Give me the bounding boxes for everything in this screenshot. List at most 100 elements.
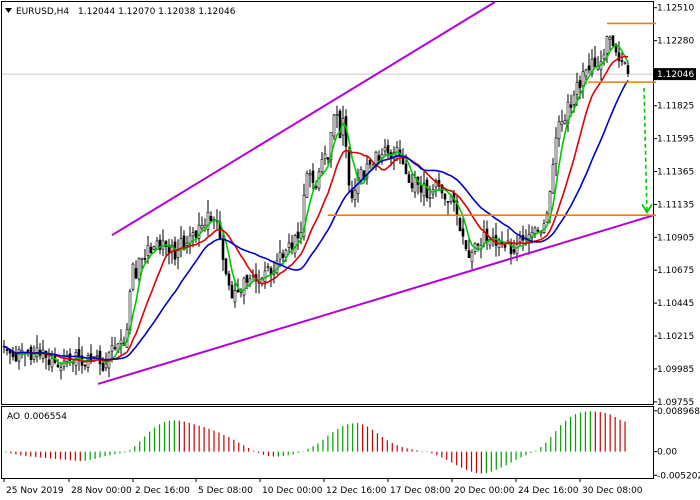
candle-body bbox=[311, 170, 315, 183]
candle-body bbox=[143, 258, 147, 260]
candle-body bbox=[293, 235, 297, 254]
price-tick-label: 1.11365 bbox=[657, 168, 694, 178]
candle-body bbox=[233, 290, 237, 303]
channel-lower-line bbox=[97, 214, 655, 385]
candle-body bbox=[410, 182, 414, 189]
candle-body bbox=[533, 227, 537, 234]
candle-body bbox=[446, 201, 450, 203]
time-tick-label: 12 Dec 16:00 bbox=[326, 486, 387, 496]
candle-body bbox=[383, 147, 387, 152]
candle-body bbox=[386, 145, 390, 156]
price-tick-label: 1.09985 bbox=[657, 365, 694, 375]
candle-body bbox=[392, 151, 396, 160]
candle-body bbox=[287, 242, 291, 248]
candle-body bbox=[197, 224, 201, 239]
candle-body bbox=[236, 289, 240, 292]
price-tick-label: 1.10445 bbox=[657, 299, 694, 309]
current-price-label: 1.12046 bbox=[657, 70, 694, 80]
candle-body bbox=[512, 249, 516, 253]
candle-body bbox=[134, 268, 138, 279]
candle-body bbox=[59, 367, 63, 371]
ohlc-label: 1.12044 1.12070 1.12038 1.12046 bbox=[78, 7, 236, 17]
candle-body bbox=[308, 173, 312, 176]
candle-body bbox=[332, 114, 336, 137]
ao-tick-label: -0.005202 bbox=[657, 471, 700, 481]
candle-body bbox=[380, 154, 384, 159]
candle-body bbox=[578, 80, 582, 89]
drawing-objects-layer bbox=[97, 1, 656, 385]
candle-body bbox=[323, 153, 327, 159]
candle-body bbox=[584, 69, 588, 77]
candle-body bbox=[611, 35, 615, 46]
candle-body bbox=[263, 270, 267, 282]
price-tick-label: 1.11595 bbox=[657, 135, 694, 145]
triangle-down-icon[interactable] bbox=[5, 8, 12, 13]
candle-body bbox=[281, 253, 285, 259]
price-tick-label: 1.12510 bbox=[657, 4, 694, 14]
candle-body bbox=[482, 232, 486, 244]
candle-body bbox=[290, 242, 294, 250]
time-tick-label: 2 Dec 16:00 bbox=[135, 486, 190, 496]
ao-axis: 0.008968 0.00 -0.005202 bbox=[653, 407, 700, 481]
candle-body bbox=[476, 243, 480, 246]
candle-body bbox=[89, 353, 93, 362]
ao-value-label: 0.006554 bbox=[24, 412, 67, 422]
candle-body bbox=[26, 349, 30, 352]
candle-body bbox=[536, 229, 540, 232]
price-tick-label: 1.12280 bbox=[657, 37, 694, 47]
candle-body bbox=[581, 71, 585, 87]
candle-body bbox=[101, 362, 105, 371]
candle-body bbox=[401, 157, 405, 164]
candle-body bbox=[200, 224, 204, 229]
candle-body bbox=[137, 258, 141, 280]
candles-layer bbox=[2, 35, 630, 380]
candle-body bbox=[554, 137, 558, 165]
candle-body bbox=[113, 347, 117, 349]
candle-body bbox=[110, 345, 114, 352]
candle-body bbox=[449, 196, 453, 202]
candle-body bbox=[434, 180, 438, 188]
candle-body bbox=[50, 357, 54, 368]
candle-body bbox=[569, 104, 573, 108]
candle-body bbox=[11, 352, 15, 358]
candle-body bbox=[149, 246, 153, 254]
candle-body bbox=[47, 359, 51, 365]
candle-body bbox=[104, 363, 108, 369]
candle-body bbox=[296, 231, 300, 239]
candle-body bbox=[98, 350, 102, 365]
candle-body bbox=[413, 176, 417, 193]
symbol-label: EURUSD,H4 bbox=[16, 7, 69, 17]
ma-slow-line bbox=[3, 79, 629, 361]
candle-body bbox=[335, 114, 339, 116]
candle-body bbox=[242, 277, 246, 296]
candle-body bbox=[515, 244, 519, 254]
candle-body bbox=[470, 252, 474, 263]
candle-body bbox=[146, 244, 150, 256]
target-arrow-head bbox=[641, 203, 653, 214]
candle-body bbox=[206, 211, 210, 230]
candle-body bbox=[590, 58, 594, 75]
candle-body bbox=[278, 252, 282, 260]
price-tick-label: 1.10215 bbox=[657, 332, 694, 342]
ao-label: AO bbox=[7, 412, 20, 422]
time-tick-label: 24 Dec 16:00 bbox=[518, 486, 579, 496]
candle-body bbox=[605, 36, 609, 54]
candle-body bbox=[56, 364, 60, 368]
candle-body bbox=[587, 65, 591, 71]
price-tick-label: 1.10675 bbox=[657, 266, 694, 276]
moving-averages-layer bbox=[3, 44, 629, 365]
candle-body bbox=[368, 159, 372, 165]
channel-upper-line bbox=[111, 1, 496, 237]
candle-body bbox=[602, 54, 606, 60]
candle-body bbox=[227, 273, 231, 286]
candle-body bbox=[593, 57, 597, 68]
candle-body bbox=[560, 121, 564, 126]
candle-body bbox=[131, 263, 135, 290]
candle-body bbox=[461, 228, 465, 237]
candle-body bbox=[83, 364, 87, 367]
target-arrow-line bbox=[643, 87, 648, 213]
ma-fast-line bbox=[3, 44, 629, 365]
candle-body bbox=[407, 174, 411, 183]
candle-body bbox=[209, 215, 213, 222]
